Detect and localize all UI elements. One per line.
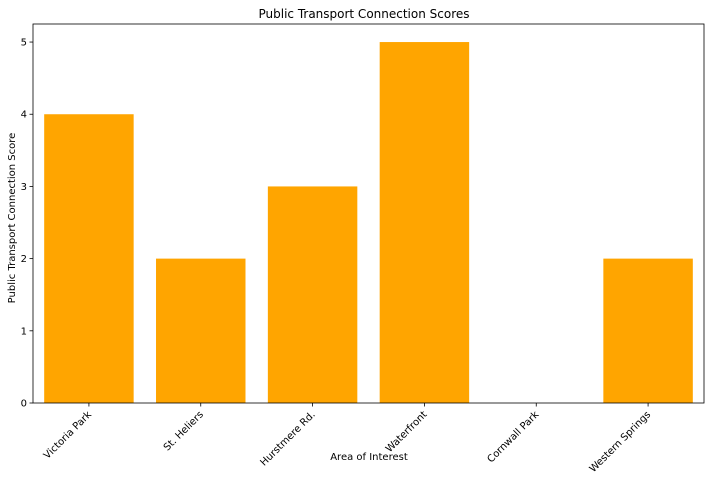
y-tick-label: 0 — [21, 399, 27, 410]
x-tick-label: Cornwall Park — [485, 409, 541, 465]
x-tick-label: Victoria Park — [42, 409, 94, 461]
x-tick-label: Hurstmere Rd. — [259, 409, 318, 468]
y-tick-label: 5 — [21, 38, 27, 49]
y-tick-label: 4 — [21, 110, 27, 121]
bar-western-springs — [603, 258, 693, 403]
x-axis: Victoria Park St. Heliers Hurstmere Rd. Wat… — [42, 403, 653, 475]
x-tick-label: Western Springs — [588, 409, 654, 475]
y-tick-label: 1 — [21, 326, 27, 337]
x-axis-label: Area of Interest — [330, 452, 408, 463]
plot-frame — [32, 23, 705, 404]
y-axis-label: Public Transport Connection Score — [7, 133, 18, 304]
y-axis: 0 1 2 3 4 5 — [21, 38, 33, 410]
bar-st-heliers — [156, 258, 246, 403]
y-tick-label: 2 — [21, 254, 27, 265]
x-tick-label: Waterfront — [384, 409, 430, 455]
x-tick-label: St. Heliers — [162, 409, 206, 453]
bar-hurstmere-rd — [267, 186, 358, 403]
bars-group — [44, 42, 693, 404]
chart-title: Public Transport Connection Scores — [258, 7, 469, 21]
y-tick-label: 3 — [21, 182, 27, 193]
bar-victoria-park — [44, 114, 134, 404]
bar-waterfront — [379, 42, 470, 404]
